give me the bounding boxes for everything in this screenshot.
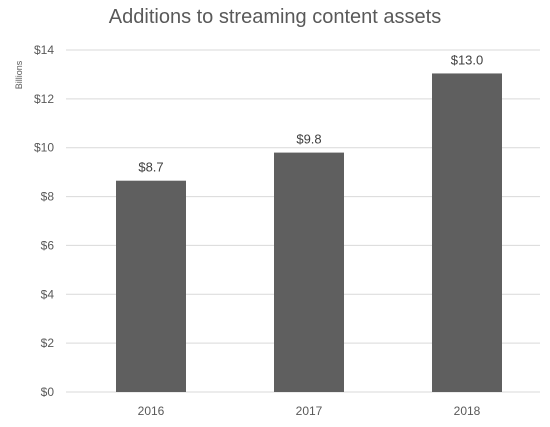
y-tick-label: $14 <box>34 43 54 57</box>
y-tick-label: $4 <box>41 287 55 301</box>
bars <box>116 73 502 393</box>
data-label-2018: $13.0 <box>451 52 484 67</box>
y-tick-label: $6 <box>41 238 55 252</box>
data-label-2016: $8.7 <box>138 160 163 175</box>
x-tick-label-2018: 2018 <box>454 404 481 418</box>
bar-2018 <box>432 73 502 393</box>
bar-2016 <box>116 180 186 392</box>
bar-2017 <box>274 152 344 392</box>
data-labels: $8.7 $9.8 $13.0 <box>138 52 483 174</box>
y-tick-label: $2 <box>41 336 55 350</box>
y-axis-ticks: $0 $2 $4 $6 $8 $10 $12 $14 <box>34 43 54 399</box>
data-label-2017: $9.8 <box>296 132 321 147</box>
y-tick-label: $0 <box>41 385 55 399</box>
x-tick-label-2016: 2016 <box>138 404 165 418</box>
x-axis-ticks: 2016 2017 2018 <box>138 404 481 418</box>
y-tick-label: $10 <box>34 141 54 155</box>
x-tick-label-2017: 2017 <box>296 404 323 418</box>
chart-title: Additions to streaming content assets <box>108 6 442 28</box>
y-tick-label: $8 <box>41 190 55 204</box>
y-tick-label: $12 <box>34 92 54 106</box>
